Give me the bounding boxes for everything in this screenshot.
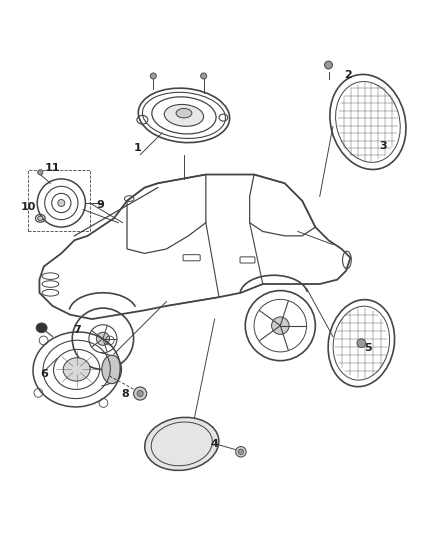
Text: 1: 1 — [134, 143, 142, 154]
Text: 5: 5 — [364, 343, 372, 352]
Text: 7: 7 — [73, 325, 81, 335]
Circle shape — [150, 73, 156, 79]
Circle shape — [38, 169, 43, 175]
Circle shape — [325, 61, 332, 69]
Ellipse shape — [63, 358, 90, 381]
Text: 6: 6 — [40, 369, 48, 379]
Circle shape — [272, 317, 289, 334]
Text: 8: 8 — [121, 389, 129, 399]
Ellipse shape — [145, 417, 219, 471]
Ellipse shape — [36, 323, 47, 333]
Text: 3: 3 — [379, 141, 387, 151]
Text: 9: 9 — [97, 200, 105, 210]
Ellipse shape — [176, 109, 192, 118]
Text: 11: 11 — [45, 163, 60, 173]
Ellipse shape — [38, 216, 43, 221]
Circle shape — [201, 73, 207, 79]
Circle shape — [134, 387, 147, 400]
Circle shape — [238, 449, 244, 455]
Circle shape — [236, 447, 246, 457]
Circle shape — [137, 391, 143, 397]
Text: 10: 10 — [21, 203, 36, 212]
Ellipse shape — [164, 104, 204, 126]
Text: 2: 2 — [344, 70, 352, 79]
Ellipse shape — [102, 355, 121, 384]
Circle shape — [357, 339, 366, 348]
Circle shape — [96, 332, 110, 345]
Circle shape — [58, 199, 65, 206]
Text: 4: 4 — [211, 439, 219, 449]
